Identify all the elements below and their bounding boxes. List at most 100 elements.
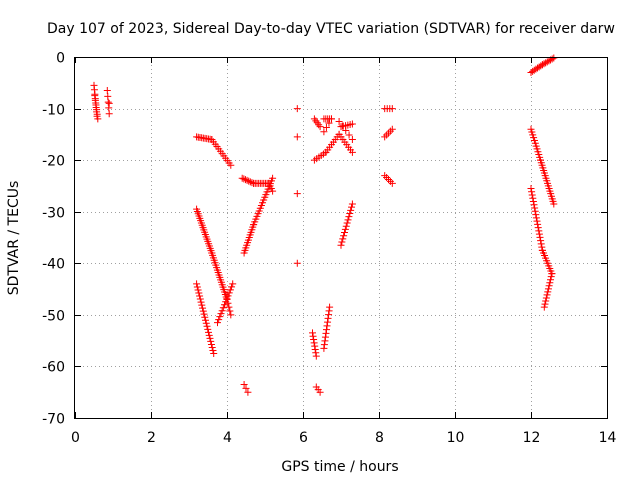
data-point [200, 310, 208, 318]
data-point [321, 337, 329, 345]
data-point [324, 314, 332, 322]
data-point [222, 298, 230, 306]
data-point [93, 110, 101, 118]
data-point [316, 388, 324, 396]
data-point [208, 343, 216, 351]
data-point [238, 174, 246, 182]
data-point [338, 238, 346, 246]
y-tick-label: -20 [42, 154, 65, 170]
data-point [547, 276, 555, 284]
data-point [325, 119, 333, 127]
data-point [320, 341, 328, 349]
data-point [542, 294, 550, 302]
data-point [550, 200, 558, 208]
y-tick-label: -30 [42, 206, 65, 222]
data-point [534, 220, 542, 228]
data-point [217, 310, 225, 318]
data-point [340, 232, 348, 240]
data-point [341, 229, 349, 237]
data-point [532, 211, 540, 219]
data-point [310, 336, 318, 344]
data-point [529, 198, 537, 206]
data-point [528, 191, 536, 199]
data-point [216, 313, 224, 321]
data-point [348, 120, 356, 128]
data-point [240, 380, 248, 388]
data-point [341, 225, 349, 233]
data-point [242, 384, 250, 392]
y-tick-label: -10 [42, 103, 65, 119]
data-point [347, 206, 355, 214]
data-point [342, 222, 350, 230]
data-point [348, 200, 356, 208]
data-point [320, 128, 328, 136]
data-point [528, 188, 536, 196]
data-point [204, 325, 212, 333]
data-point [215, 316, 223, 324]
data-point [547, 273, 555, 281]
data-point [546, 279, 554, 287]
data-point [339, 235, 347, 243]
data-point [229, 280, 237, 288]
data-point [529, 194, 537, 202]
y-tick-label: -40 [42, 257, 65, 273]
data-point [199, 304, 207, 312]
data-point [535, 227, 543, 235]
data-point [293, 259, 301, 267]
data-point [245, 177, 253, 185]
data-point [226, 307, 234, 315]
data-point [244, 388, 252, 396]
data-point [193, 280, 201, 288]
data-point [544, 288, 552, 296]
data-point [207, 337, 215, 345]
data-point [322, 329, 330, 337]
data-point [316, 123, 324, 131]
data-point [335, 117, 343, 125]
data-point [224, 292, 232, 300]
data-point [105, 99, 113, 107]
data-point [310, 339, 318, 347]
data-point [309, 329, 316, 337]
data-point [197, 298, 205, 306]
data-point [325, 307, 333, 315]
data-point [548, 270, 556, 278]
data-point [219, 304, 227, 312]
data-point [243, 176, 251, 184]
x-tick-label: 8 [375, 430, 384, 446]
x-tick-label: 4 [223, 430, 232, 446]
data-point [105, 110, 113, 118]
data-point [293, 133, 301, 141]
data-point [209, 347, 217, 355]
data-point [205, 331, 213, 339]
tick-labels: 0 2 4 6 8 10 12 14 0 -10 -20 -30 -40 -50 -60 -70 [42, 51, 616, 447]
data-point [388, 125, 396, 133]
data-point [241, 176, 249, 184]
data-point [388, 105, 396, 113]
data-point [248, 179, 256, 187]
x-tick-label: 14 [599, 430, 617, 446]
data-point [92, 101, 100, 109]
data-point [309, 332, 317, 340]
data-point [312, 349, 320, 357]
data-point [527, 185, 535, 193]
data-point [223, 295, 231, 303]
data-point [199, 307, 207, 315]
data-point [328, 115, 335, 123]
data-point [531, 204, 539, 212]
data-point [246, 178, 254, 186]
data-point [343, 219, 351, 227]
data-point [214, 319, 221, 327]
data-point [531, 207, 539, 215]
chart-title: Day 107 of 2023, Sidereal Day-to-day VTE… [47, 21, 615, 37]
data-point [323, 322, 331, 330]
data-point [201, 313, 209, 321]
data-point [346, 209, 354, 217]
data-point [337, 241, 345, 249]
data-point [221, 301, 229, 309]
data-point [537, 240, 545, 248]
x-tick-label: 6 [299, 430, 308, 446]
y-tick-label: -50 [42, 309, 65, 325]
data-point [348, 203, 356, 211]
data-point [344, 216, 352, 224]
